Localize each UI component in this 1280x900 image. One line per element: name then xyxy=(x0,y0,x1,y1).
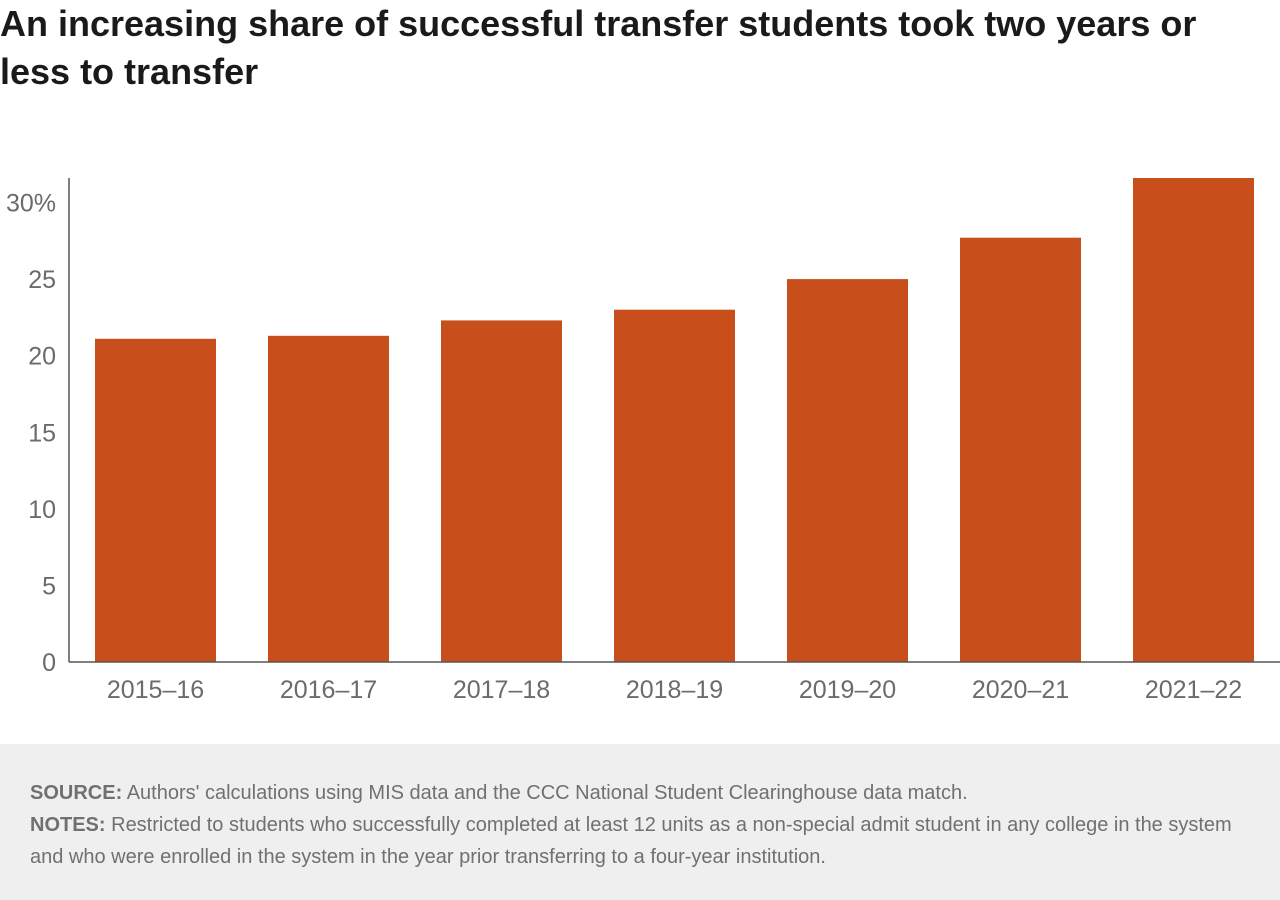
bar-2018–19 xyxy=(614,309,735,662)
bars-group xyxy=(95,178,1254,662)
y-tick-label: 10 xyxy=(28,496,56,524)
source-label: SOURCE: xyxy=(30,782,123,804)
x-tick-label: 2015–16 xyxy=(107,676,204,704)
x-tick-label: 2020–21 xyxy=(972,676,1069,704)
y-tick-label: 5 xyxy=(42,572,56,600)
bar-chart: 0 5 10 15 20 25 30% 2015–16 2016–17 2017–18 2018–… xyxy=(6,178,1280,704)
y-tick-label: 25 xyxy=(28,266,56,294)
y-axis: 0 5 10 15 20 25 30% xyxy=(6,178,70,677)
y-tick-label: 0 xyxy=(42,649,56,677)
bar-2017–18 xyxy=(441,320,562,662)
bar-2019–20 xyxy=(787,279,908,662)
x-tick-label: 2017–18 xyxy=(453,676,550,704)
chart-footer: SOURCE: Authors' calculations using MIS … xyxy=(0,744,1280,900)
y-tick-label: 15 xyxy=(28,419,56,447)
x-tick-label: 2016–17 xyxy=(280,676,377,704)
bar-2020–21 xyxy=(960,237,1081,662)
source-text: Authors' calculations using MIS data and… xyxy=(122,782,968,804)
y-tick-label: 30% xyxy=(6,190,56,218)
bar-2016–17 xyxy=(268,335,389,662)
source-note: SOURCE: Authors' calculations using MIS … xyxy=(30,777,1250,809)
chart-title: An increasing share of successful transf… xyxy=(0,3,1197,92)
x-tick-label: 2018–19 xyxy=(626,676,723,704)
bar-2021–22 xyxy=(1133,178,1254,662)
x-axis: 2015–16 2016–17 2017–18 2018–19 2019–20 2020–… xyxy=(69,661,1280,704)
notes-label: NOTES: xyxy=(30,814,106,836)
notes-text: Restricted to students who successfully … xyxy=(30,814,1232,868)
x-tick-label: 2019–20 xyxy=(799,676,896,704)
bar-2015–16 xyxy=(95,338,216,662)
notes-note: NOTES: Restricted to students who succes… xyxy=(30,809,1250,873)
y-tick-label: 20 xyxy=(28,343,56,371)
x-tick-label: 2021–22 xyxy=(1145,676,1242,704)
